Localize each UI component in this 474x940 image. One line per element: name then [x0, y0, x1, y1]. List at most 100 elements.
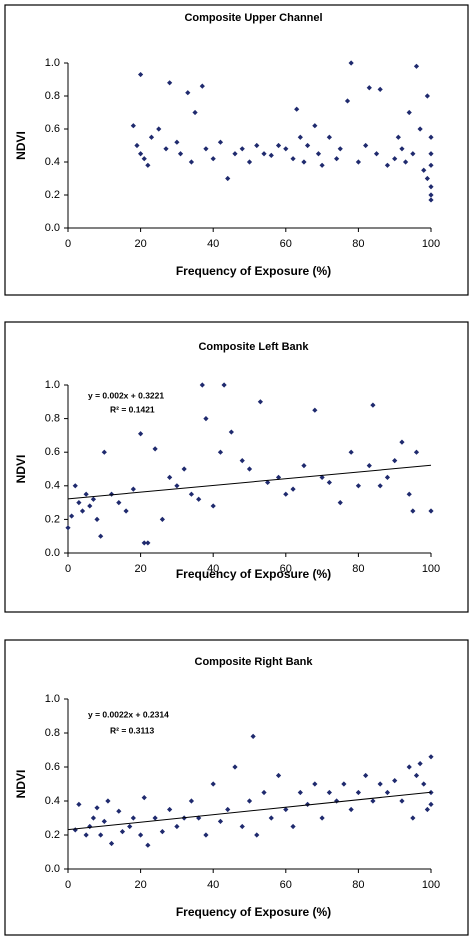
point: [152, 446, 158, 452]
point: [337, 500, 343, 506]
point: [348, 60, 354, 66]
point: [392, 156, 398, 162]
point: [410, 151, 416, 157]
point: [421, 781, 427, 787]
point: [188, 159, 195, 165]
point: [127, 823, 133, 830]
point: [98, 533, 104, 539]
y-tick-label: 0.2: [45, 829, 60, 841]
point: [395, 134, 401, 140]
x-tick-label: 100: [422, 238, 440, 250]
y-tick-label: 0.2: [45, 189, 60, 201]
point: [123, 508, 129, 514]
point: [290, 823, 296, 830]
equation: R² = 0.3113: [110, 725, 154, 735]
point: [428, 151, 434, 157]
point: [163, 146, 169, 152]
point: [196, 496, 202, 502]
point: [94, 805, 100, 811]
point: [421, 167, 427, 173]
point: [413, 63, 420, 69]
point: [203, 146, 209, 152]
point: [225, 806, 231, 813]
point: [370, 402, 376, 408]
x-tick-label: 20: [134, 238, 146, 250]
point: [428, 754, 434, 760]
point: [392, 458, 398, 464]
chart-panel: Composite Right Bank Frequency of Exposur…: [4, 639, 469, 936]
point: [301, 463, 307, 469]
point: [174, 483, 180, 489]
y-axis-label: NDVI: [14, 455, 28, 484]
point: [334, 798, 340, 804]
point: [72, 483, 78, 489]
point: [199, 382, 205, 388]
point: [326, 479, 332, 486]
x-tick-label: 80: [352, 563, 364, 575]
point: [363, 772, 369, 779]
point: [406, 764, 412, 770]
point: [337, 146, 343, 152]
point: [246, 466, 253, 472]
point: [268, 152, 274, 158]
point: [268, 815, 274, 821]
point: [424, 806, 430, 813]
point: [402, 159, 409, 165]
point: [138, 431, 144, 437]
point: [413, 772, 420, 779]
point: [428, 197, 434, 203]
point: [225, 175, 231, 182]
point: [348, 806, 354, 813]
x-tick-label: 40: [207, 238, 219, 250]
x-tick-label: 80: [352, 879, 364, 891]
point: [116, 808, 122, 814]
equation: R² = 0.1421: [110, 404, 155, 414]
x-tick-label: 20: [134, 563, 146, 575]
point: [72, 827, 78, 833]
chart-panel: Composite Left Bank Frequency of Exposure…: [4, 321, 469, 613]
point: [65, 525, 71, 531]
point: [312, 407, 318, 413]
point: [413, 449, 420, 455]
y-axis-label: NDVI: [14, 770, 28, 799]
point: [203, 416, 209, 422]
point: [261, 151, 267, 157]
y-tick-label: 0.0: [45, 547, 60, 559]
point: [246, 798, 253, 804]
point: [304, 801, 311, 807]
point: [399, 146, 405, 152]
x-tick-label: 60: [280, 563, 292, 575]
y-tick-label: 1.0: [45, 693, 60, 705]
point: [159, 829, 165, 835]
point: [366, 85, 372, 91]
point: [265, 479, 271, 486]
point: [406, 109, 412, 116]
point: [79, 508, 86, 514]
point: [254, 832, 260, 838]
point: [297, 134, 303, 140]
chart-title: Composite Upper Channel: [184, 12, 322, 24]
x-tick-label: 0: [65, 238, 71, 250]
trend-line: [67, 791, 432, 831]
point: [399, 439, 405, 445]
point: [363, 142, 369, 149]
x-axis-label: Frequency of Exposure (%): [176, 567, 331, 581]
point: [130, 123, 136, 129]
point: [217, 139, 224, 145]
y-tick-label: 0.2: [45, 513, 60, 525]
point: [239, 458, 245, 464]
x-tick-label: 0: [65, 879, 71, 891]
point: [134, 142, 140, 149]
point: [344, 98, 351, 104]
point: [167, 474, 173, 480]
point: [141, 540, 147, 546]
point: [232, 764, 238, 770]
point: [185, 90, 191, 96]
point: [199, 83, 205, 89]
point: [167, 806, 173, 813]
point: [138, 71, 144, 78]
point: [156, 126, 162, 132]
point: [177, 151, 184, 157]
point: [159, 516, 165, 522]
